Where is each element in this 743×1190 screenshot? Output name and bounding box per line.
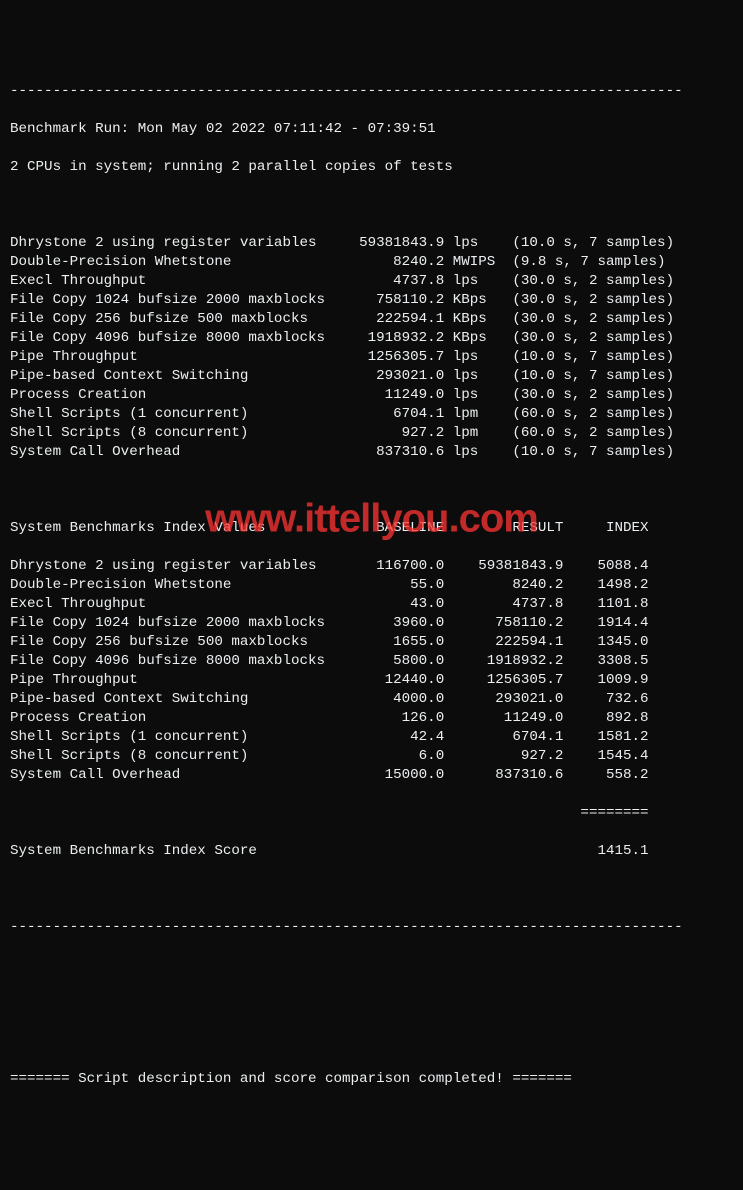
index-row: File Copy 4096 bufsize 8000 maxblocks 58… bbox=[10, 652, 733, 671]
blank-line bbox=[10, 880, 733, 899]
index-row: Pipe-based Context Switching 4000.0 2930… bbox=[10, 690, 733, 709]
blank-line bbox=[10, 481, 733, 500]
test-row: Dhrystone 2 using register variables 593… bbox=[10, 234, 733, 253]
benchmark-run-line: Benchmark Run: Mon May 02 2022 07:11:42 … bbox=[10, 120, 733, 139]
test-row: Double-Precision Whetstone 8240.2 MWIPS … bbox=[10, 253, 733, 272]
index-header-row: System Benchmarks Index Values BASELINE … bbox=[10, 519, 733, 538]
index-row: Dhrystone 2 using register variables 116… bbox=[10, 557, 733, 576]
index-row: Execl Throughput 43.0 4737.8 1101.8 bbox=[10, 595, 733, 614]
index-row: Shell Scripts (1 concurrent) 42.4 6704.1… bbox=[10, 728, 733, 747]
test-row: File Copy 256 bufsize 500 maxblocks 2225… bbox=[10, 310, 733, 329]
index-row: Double-Precision Whetstone 55.0 8240.2 1… bbox=[10, 576, 733, 595]
index-row: File Copy 256 bufsize 500 maxblocks 1655… bbox=[10, 633, 733, 652]
footer-line: ======= Script description and score com… bbox=[10, 1070, 733, 1089]
index-row: System Call Overhead 15000.0 837310.6 55… bbox=[10, 766, 733, 785]
index-block: Dhrystone 2 using register variables 116… bbox=[10, 557, 733, 785]
blank-line bbox=[10, 1032, 733, 1051]
terminal-output: ----------------------------------------… bbox=[10, 63, 733, 1108]
cpu-info-line: 2 CPUs in system; running 2 parallel cop… bbox=[10, 158, 733, 177]
index-row: Shell Scripts (8 concurrent) 6.0 927.2 1… bbox=[10, 747, 733, 766]
index-row: File Copy 1024 bufsize 2000 maxblocks 39… bbox=[10, 614, 733, 633]
tests-block: Dhrystone 2 using register variables 593… bbox=[10, 234, 733, 462]
test-row: File Copy 4096 bufsize 8000 maxblocks 19… bbox=[10, 329, 733, 348]
blank-line bbox=[10, 994, 733, 1013]
index-row: Process Creation 126.0 11249.0 892.8 bbox=[10, 709, 733, 728]
index-row: Pipe Throughput 12440.0 1256305.7 1009.9 bbox=[10, 671, 733, 690]
test-row: Execl Throughput 4737.8 lps (30.0 s, 2 s… bbox=[10, 272, 733, 291]
dashline-bottom: ----------------------------------------… bbox=[10, 918, 733, 937]
score-line: System Benchmarks Index Score 1415.1 bbox=[10, 842, 733, 861]
blank-line bbox=[10, 196, 733, 215]
watermark-text: www.ittellyou.com bbox=[205, 510, 538, 529]
blank-line bbox=[10, 956, 733, 975]
equals-line: ======== bbox=[10, 804, 733, 823]
test-row: Process Creation 11249.0 lps (30.0 s, 2 … bbox=[10, 386, 733, 405]
dashline-top: ----------------------------------------… bbox=[10, 82, 733, 101]
test-row: Shell Scripts (8 concurrent) 927.2 lpm (… bbox=[10, 424, 733, 443]
test-row: System Call Overhead 837310.6 lps (10.0 … bbox=[10, 443, 733, 462]
test-row: Pipe Throughput 1256305.7 lps (10.0 s, 7… bbox=[10, 348, 733, 367]
test-row: Pipe-based Context Switching 293021.0 lp… bbox=[10, 367, 733, 386]
test-row: Shell Scripts (1 concurrent) 6704.1 lpm … bbox=[10, 405, 733, 424]
test-row: File Copy 1024 bufsize 2000 maxblocks 75… bbox=[10, 291, 733, 310]
